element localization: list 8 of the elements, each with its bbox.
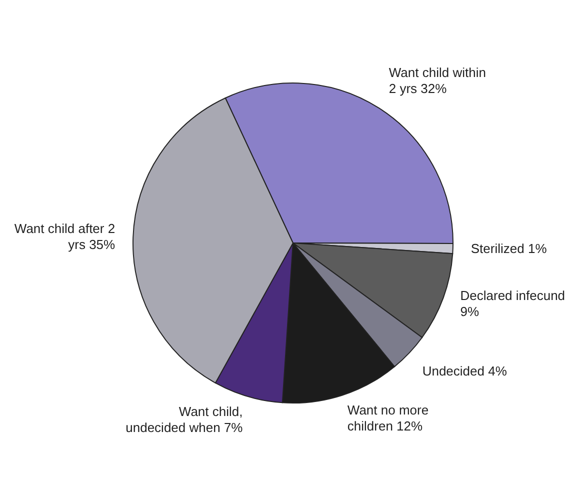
slice-label: Want child, undecided when 7% (126, 404, 244, 435)
slice-label: Declared infecund (460, 288, 569, 303)
slice-label: Undecided 4% (422, 363, 508, 378)
data-label: 9% (460, 304, 480, 319)
slice-label: Sterilized 1% (470, 241, 548, 256)
slice-label: Want child within 2 yrs 32% (388, 65, 486, 96)
slice-label: Want child after 2 yrs 35% (14, 220, 116, 252)
slice-label: Want no more children 12% (347, 402, 429, 434)
